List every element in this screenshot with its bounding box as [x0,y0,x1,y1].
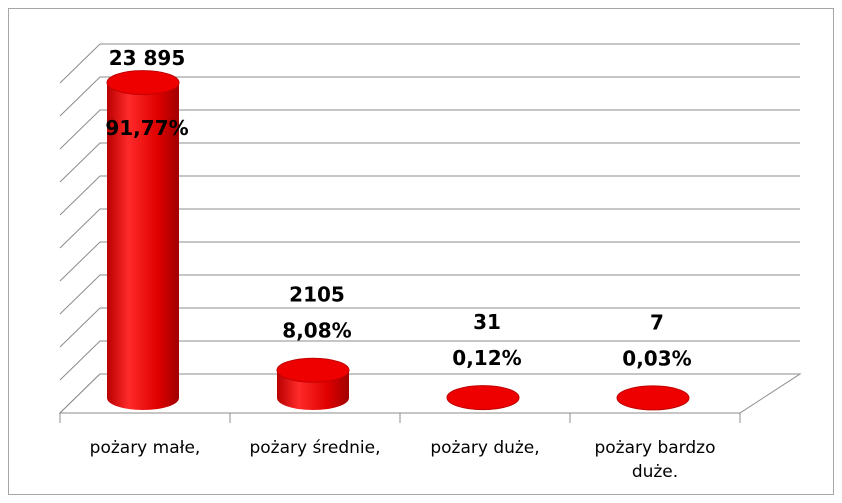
share-label: 91,77% [105,116,188,140]
x-tick-label: pożary średnie, [249,438,381,458]
bar-top [616,385,690,411]
value-label: 31 [473,310,501,334]
grid-line [59,307,800,348]
bar [107,82,179,410]
value-label: 23 895 [109,46,186,70]
grid-line [59,175,800,216]
grid-line [59,274,800,315]
share-label: 0,12% [452,346,521,370]
x-tick-label: pożary duże, [430,438,540,458]
grid-line [59,241,800,282]
grid-line [59,340,800,381]
floor [58,373,802,414]
share-label: 0,03% [622,346,691,370]
bar-top [446,385,520,411]
x-tick-label: pożary małe, [89,438,201,458]
grid-line [59,76,800,117]
grid-line [59,43,800,84]
x-tick-label: pożary bardzo duże. [594,438,716,482]
bar-top [276,357,350,383]
value-label: 2105 [289,283,345,307]
share-label: 8,08% [282,319,351,343]
bar-top [106,70,180,96]
grid-line [59,208,800,249]
grid-line [59,109,800,150]
grid-line [59,142,800,183]
value-label: 7 [650,310,664,334]
